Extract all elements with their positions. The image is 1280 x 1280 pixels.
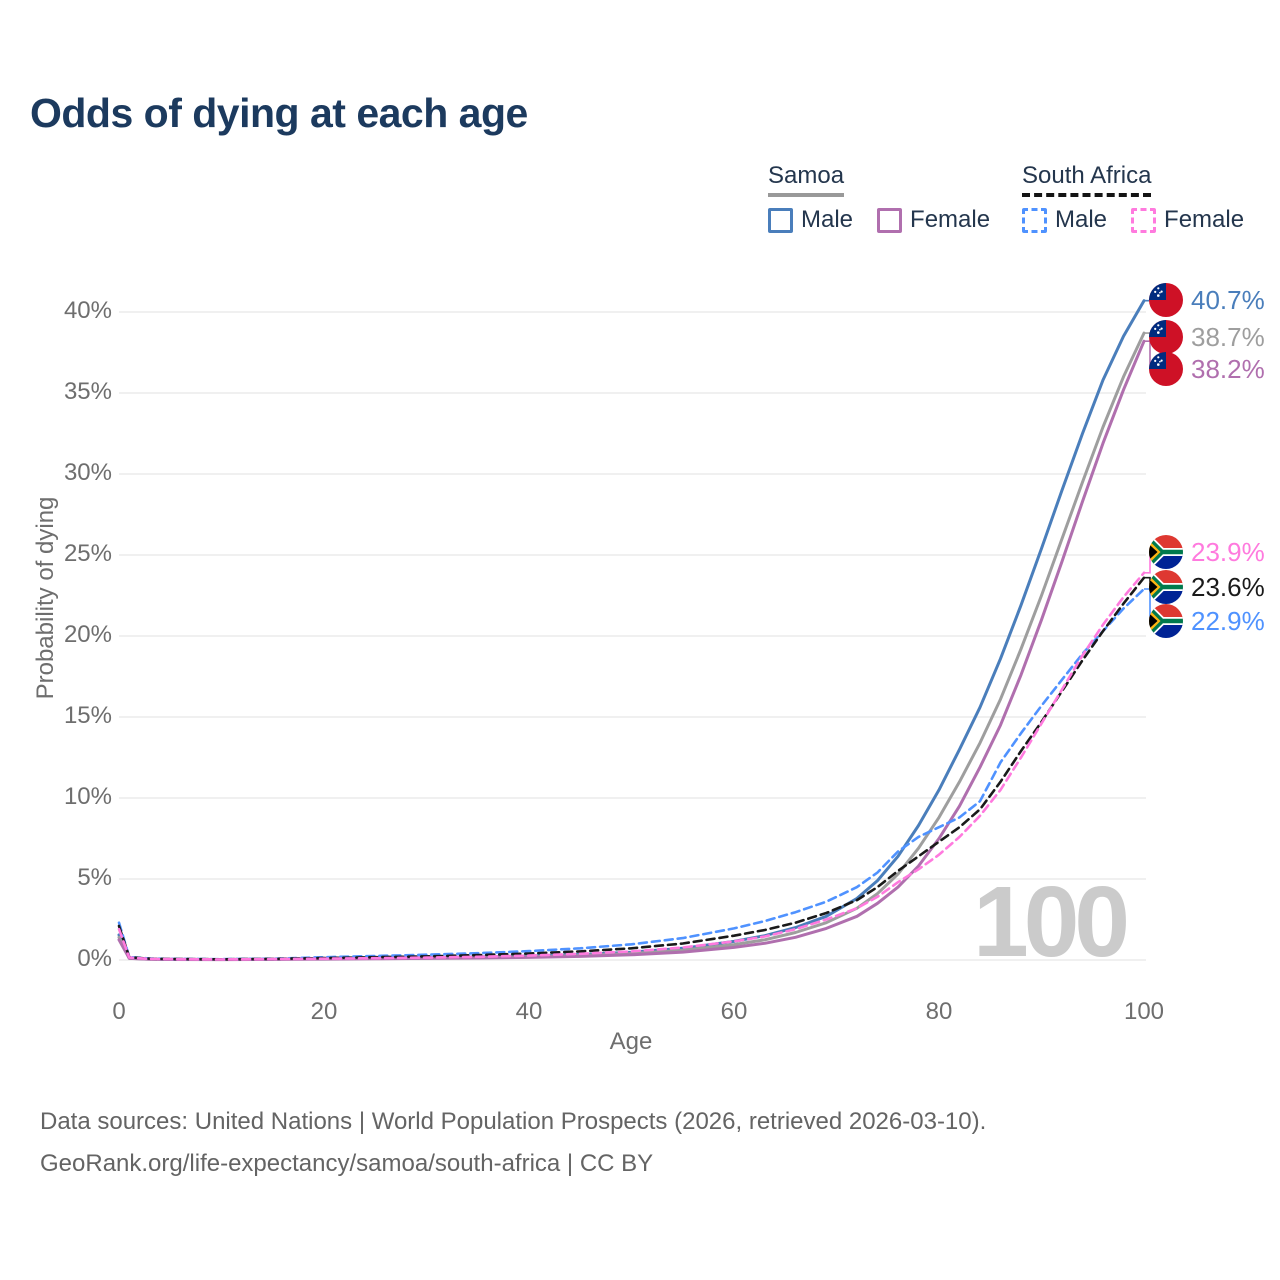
samoa-male-swatch-icon [768,207,793,233]
y-tick-label: 25% [63,540,112,567]
y-tick-label: 30% [63,459,112,486]
end-label-value: 40.7% [1191,285,1265,315]
y-tick-label: 0% [77,945,112,972]
legend-group-samoa: Samoa Male Female [768,162,990,234]
samoa-flag-icon [1149,320,1183,354]
legend-south-africa-heading[interactable]: South Africa [1022,162,1244,197]
south-africa-flag-icon [1149,535,1183,569]
x-tick-label: 40 [515,998,543,1025]
y-tick-label: 20% [63,621,112,648]
y-axis-title: Probability of dying [32,496,59,700]
end-label-samoa-female: 38.2% [1149,352,1265,386]
page-title: Odds of dying at each age [30,90,528,136]
legend-south-africa-items: Male Female [1022,206,1244,234]
x-tick-label: 20 [310,998,338,1025]
legend-south-africa-title: South Africa [1022,162,1152,197]
legend-south-africa-male-label: Male [1055,206,1108,233]
end-label-south-africa-female: 23.9% [1149,535,1265,569]
series-line-samoa-male [117,299,1146,961]
y-tick-label: 5% [77,864,112,891]
age-watermark: 100 [973,866,1130,978]
samoa-flag-icon [1149,352,1183,386]
legend-group-south-africa: South Africa Male Female [1022,162,1244,234]
y-tick-label: 40% [63,297,112,324]
end-label-samoa-both: 38.7% [1149,320,1265,354]
series-line-south-africa-male [117,587,1146,961]
series-line-samoa-both [117,331,1146,961]
data-sources-text: Data sources: United Nations | World Pop… [40,1108,987,1135]
south-africa-male-swatch-icon [1022,207,1047,233]
samoa-female-swatch-icon [877,207,903,233]
end-label-value: 38.7% [1191,322,1265,352]
south-africa-flag-icon [1149,570,1183,604]
legend-item-samoa-female[interactable]: Female [877,206,990,234]
x-tick-label: 100 [1123,998,1165,1025]
samoa-flag-icon [1149,283,1183,317]
series-line-samoa-female [117,339,1146,962]
end-label-value: 23.6% [1191,572,1265,602]
end-label-south-africa-male: 22.9% [1149,604,1265,638]
series-line-south-africa-both [117,576,1146,961]
legend-samoa-male-label: Male [801,206,854,233]
end-label-value: 22.9% [1191,606,1265,636]
x-tick-label: 0 [112,998,126,1025]
end-label-value: 23.9% [1191,537,1265,567]
x-tick-label: 60 [720,998,748,1025]
end-label-value: 38.2% [1191,354,1265,384]
x-tick-label: 80 [925,998,953,1025]
south-africa-female-swatch-icon [1131,207,1157,233]
legend-item-south-africa-female[interactable]: Female [1131,206,1244,234]
series-line-south-africa-female [117,571,1146,961]
end-label-south-africa-both: 23.6% [1149,570,1265,604]
y-tick-label: 35% [63,378,112,405]
y-tick-label: 15% [63,702,112,729]
y-tick-label: 10% [63,783,112,810]
legend-samoa-title: Samoa [768,162,845,197]
legend-south-africa-female-label: Female [1164,206,1245,233]
legend-samoa-female-label: Female [910,206,991,233]
attribution-link-text: GeoRank.org/life-expectancy/samoa/south-… [40,1150,654,1177]
x-axis-title: Age [609,1028,653,1055]
south-africa-flag-icon [1149,604,1183,638]
legend-item-south-africa-male[interactable]: Male [1022,206,1107,234]
legend-samoa-items: Male Female [768,206,990,234]
legend-samoa-heading[interactable]: Samoa [768,162,990,197]
legend-item-samoa-male[interactable]: Male [768,206,853,234]
end-label-samoa-male: 40.7% [1149,283,1265,317]
